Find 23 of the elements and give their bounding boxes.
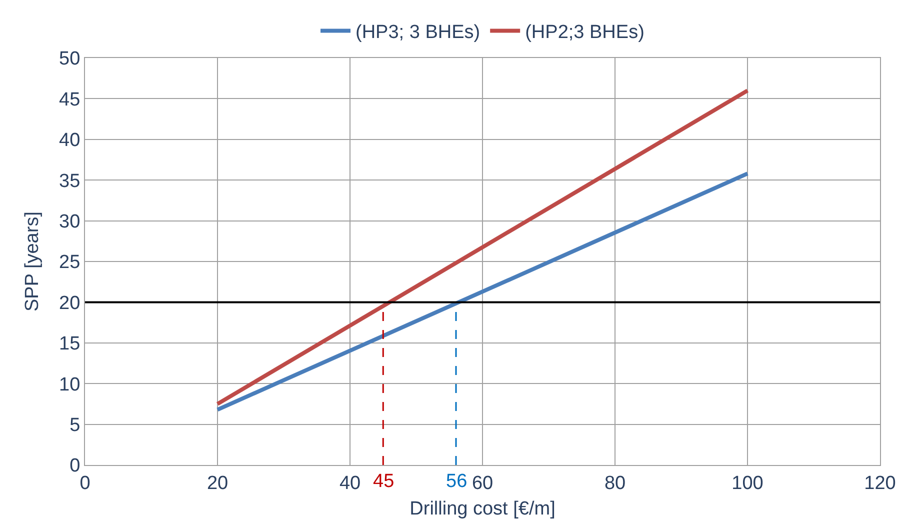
annotation: 56 (446, 471, 468, 492)
x-tick-label: 20 (206, 472, 228, 494)
y-tick-label: 25 (59, 252, 80, 274)
x-tick-label: 80 (604, 472, 626, 494)
y-tick-label: 40 (59, 130, 80, 152)
y-tick-label: 30 (59, 211, 80, 232)
y-tick-label: 35 (59, 170, 80, 192)
y-tick-label: 50 (59, 48, 80, 70)
x-axis-title: Drilling cost [€/m] (410, 498, 556, 520)
y-tick-label: 0 (70, 456, 80, 477)
annotation: 45 (373, 471, 394, 492)
y-tick-label: 5 (70, 414, 80, 436)
legend-label: (HP3; 3 BHEs) (356, 22, 480, 44)
y-tick-label: 20 (59, 292, 80, 314)
y-tick-label: 45 (59, 89, 80, 110)
y-axis-title: SPP [years] (22, 212, 43, 312)
x-tick-label: 100 (732, 472, 764, 494)
x-tick-label: 60 (472, 472, 494, 494)
y-tick-label: 10 (59, 374, 80, 396)
legend-label: (HP2;3 BHEs) (525, 22, 644, 44)
x-tick-label: 120 (864, 472, 896, 494)
y-tick-label: 15 (59, 334, 80, 355)
x-tick-label: 40 (339, 472, 361, 494)
